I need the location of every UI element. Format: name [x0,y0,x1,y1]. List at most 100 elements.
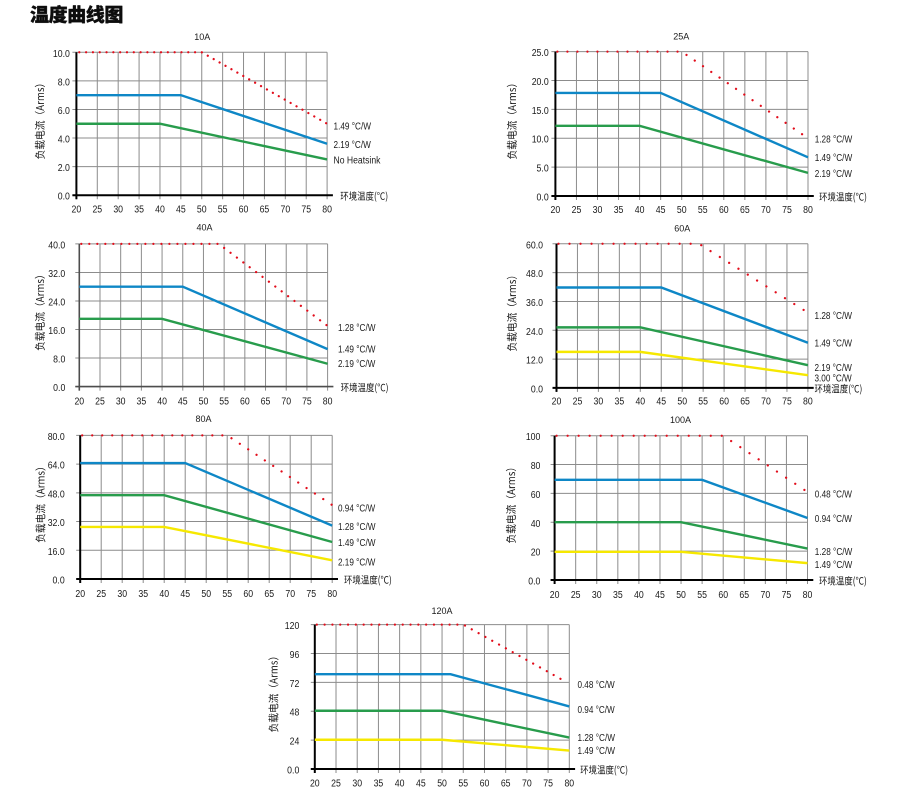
svg-text:75: 75 [543,778,553,790]
svg-text:40: 40 [395,778,405,790]
svg-text:80: 80 [803,204,813,216]
svg-text:120: 120 [285,620,300,632]
svg-text:0.0: 0.0 [537,192,549,204]
svg-text:25: 25 [571,590,581,602]
svg-text:60A: 60A [674,223,691,233]
svg-text:0.0: 0.0 [531,384,543,396]
svg-text:65: 65 [260,204,270,216]
svg-text:55: 55 [697,590,707,602]
svg-text:100A: 100A [670,415,692,425]
svg-text:0.0: 0.0 [528,576,540,588]
svg-text:55: 55 [698,396,708,408]
svg-text:20: 20 [550,590,560,602]
svg-text:35: 35 [613,590,623,602]
svg-text:2.19 °C/W: 2.19 °C/W [338,358,376,369]
svg-text:50: 50 [201,589,211,601]
svg-text:8.0: 8.0 [58,77,70,89]
svg-text:50: 50 [437,778,447,790]
svg-text:2.19 °C/W: 2.19 °C/W [815,168,853,179]
svg-text:40: 40 [155,204,165,216]
svg-text:60: 60 [718,590,728,602]
svg-text:30: 30 [116,396,126,408]
svg-text:0.94 °C/W: 0.94 °C/W [578,704,615,715]
svg-text:2.0: 2.0 [58,162,70,174]
svg-text:48: 48 [290,707,300,719]
svg-text:8.0: 8.0 [53,354,65,366]
svg-text:80.0: 80.0 [48,431,65,443]
svg-text:30: 30 [113,204,123,216]
svg-text:80: 80 [531,460,541,472]
svg-text:48.0: 48.0 [526,268,543,280]
svg-text:70: 70 [522,778,532,790]
svg-text:35: 35 [374,778,384,790]
svg-text:40: 40 [531,518,541,530]
svg-text:60: 60 [719,204,729,216]
svg-text:50: 50 [677,204,687,216]
svg-text:30: 30 [593,204,603,216]
svg-text:40A: 40A [196,222,213,232]
svg-text:40.0: 40.0 [48,240,65,252]
svg-text:25A: 25A [673,31,690,41]
svg-text:20: 20 [552,396,562,408]
svg-text:25: 25 [96,589,106,601]
svg-text:1.28 °C/W: 1.28 °C/W [815,310,853,321]
svg-text:1.49 °C/W: 1.49 °C/W [338,344,376,355]
svg-text:60: 60 [239,204,249,216]
svg-text:55: 55 [219,396,229,408]
svg-text:120A: 120A [431,606,453,616]
svg-text:0.0: 0.0 [58,191,70,203]
svg-text:50: 50 [676,590,686,602]
svg-text:45: 45 [656,204,666,216]
svg-text:55: 55 [698,204,708,216]
svg-text:1.49 °C/W: 1.49 °C/W [334,121,372,132]
svg-text:75: 75 [306,589,316,601]
svg-text:45: 45 [655,590,665,602]
svg-text:60.0: 60.0 [526,240,543,252]
svg-text:25: 25 [573,396,583,408]
svg-text:20: 20 [310,778,320,790]
svg-text:24: 24 [290,736,300,748]
svg-text:65: 65 [264,589,274,601]
svg-text:45: 45 [178,396,188,408]
svg-text:75: 75 [782,590,792,602]
svg-text:45: 45 [656,396,666,408]
svg-text:25.0: 25.0 [532,47,549,59]
svg-text:65: 65 [740,204,750,216]
svg-text:55: 55 [222,589,232,601]
svg-text:0.94 °C/W: 0.94 °C/W [815,513,852,524]
svg-text:32.0: 32.0 [48,517,65,529]
svg-text:30: 30 [594,396,604,408]
svg-text:20: 20 [74,396,84,408]
svg-text:35: 35 [138,589,148,601]
svg-text:65: 65 [740,396,750,408]
svg-text:0.0: 0.0 [53,575,65,587]
svg-text:20: 20 [531,547,541,559]
svg-text:20.0: 20.0 [532,76,549,88]
svg-text:24.0: 24.0 [526,326,543,338]
svg-text:10A: 10A [194,32,211,42]
svg-text:30: 30 [117,589,127,601]
svg-text:65: 65 [261,396,271,408]
svg-text:75: 75 [782,396,792,408]
svg-text:2.19 °C/W: 2.19 °C/W [338,557,376,568]
svg-text:36.0: 36.0 [526,297,543,309]
svg-text:35: 35 [614,204,624,216]
svg-text:75: 75 [301,204,311,216]
svg-text:80: 80 [323,396,333,408]
svg-text:60: 60 [719,396,729,408]
svg-text:40: 40 [634,590,644,602]
svg-text:10.0: 10.0 [53,48,70,60]
svg-text:70: 70 [761,204,771,216]
svg-text:80: 80 [564,778,574,790]
svg-text:100: 100 [526,432,541,444]
svg-text:2.19 °C/W: 2.19 °C/W [815,362,853,373]
svg-text:65: 65 [501,778,511,790]
svg-text:1.49 °C/W: 1.49 °C/W [338,537,376,548]
svg-text:No Heatsink: No Heatsink [334,155,381,167]
svg-text:45: 45 [416,778,426,790]
svg-text:15.0: 15.0 [532,105,549,117]
svg-text:75: 75 [302,396,312,408]
svg-text:6.0: 6.0 [58,105,70,117]
svg-text:60: 60 [531,489,541,501]
svg-text:75: 75 [782,204,792,216]
